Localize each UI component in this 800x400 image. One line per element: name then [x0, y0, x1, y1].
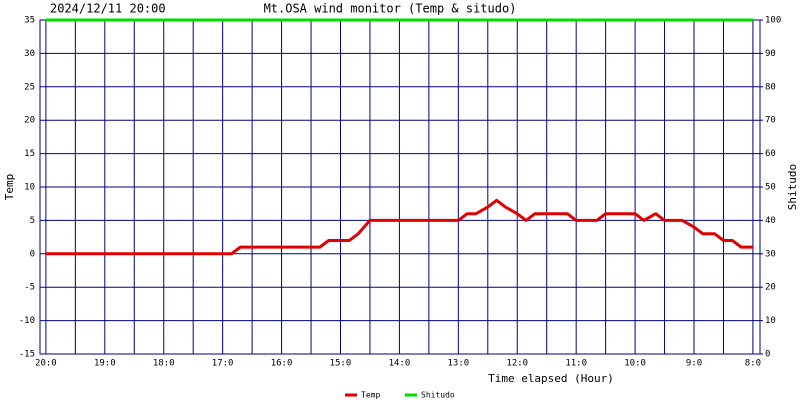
x-tick-label: 16:0 — [271, 359, 293, 369]
y-tick-label: 20 — [24, 116, 35, 126]
x-tick-label: 14:0 — [389, 359, 411, 369]
y2-tick-label: 50 — [765, 183, 776, 193]
y2-tick-label: 10 — [765, 316, 776, 326]
x-tick-label: 11:0 — [565, 359, 587, 369]
x-tick-label: 10:0 — [624, 359, 646, 369]
y2-tick-label: 90 — [765, 49, 776, 59]
x-tick-label: 12:0 — [506, 359, 528, 369]
y-tick-label: -15 — [19, 350, 35, 360]
series-line — [45, 198, 753, 256]
x-axis-label: Time elapsed (Hour) — [488, 372, 614, 385]
chart-subtitle: 2024/12/11 20:00 — [50, 2, 166, 16]
y2-tick-label: 60 — [765, 149, 776, 159]
y-axis-label: Temp — [3, 174, 16, 201]
y2-tick-label: 0 — [765, 350, 770, 360]
y-tick-label: 35 — [24, 16, 35, 26]
x-tick-label: 15:0 — [330, 359, 352, 369]
x-tick-label: 8:0 — [745, 359, 761, 369]
y2-tick-label: 30 — [765, 249, 776, 259]
y-tick-label: 10 — [24, 183, 35, 193]
y2-axis-label: Shitudo — [786, 164, 799, 210]
y2-tick-label: 80 — [765, 82, 776, 92]
y2-tick-label: 70 — [765, 116, 776, 126]
legend-label: Temp — [361, 391, 380, 400]
x-tick-label: 13:0 — [447, 359, 469, 369]
x-tick-label: 19:0 — [94, 359, 116, 369]
x-tick-label: 18:0 — [153, 359, 175, 369]
x-tick-label: 20:0 — [35, 359, 57, 369]
x-tick-label: 17:0 — [212, 359, 234, 369]
y2-tick-label: 100 — [765, 16, 781, 26]
y-tick-label: -5 — [24, 283, 35, 293]
y-tick-label: 15 — [24, 149, 35, 159]
y-tick-label: 5 — [30, 216, 35, 226]
y2-tick-label: 20 — [765, 283, 776, 293]
y-tick-label: -10 — [19, 316, 35, 326]
y-tick-label: 30 — [24, 49, 35, 59]
y2-tick-label: 40 — [765, 216, 776, 226]
x-tick-label: 9:0 — [686, 359, 702, 369]
legend-label: Shitudo — [421, 391, 455, 400]
chart-title: Mt.OSA wind monitor (Temp & situdo) — [264, 2, 517, 16]
y-tick-label: 0 — [30, 249, 35, 259]
y-tick-label: 25 — [24, 82, 35, 92]
